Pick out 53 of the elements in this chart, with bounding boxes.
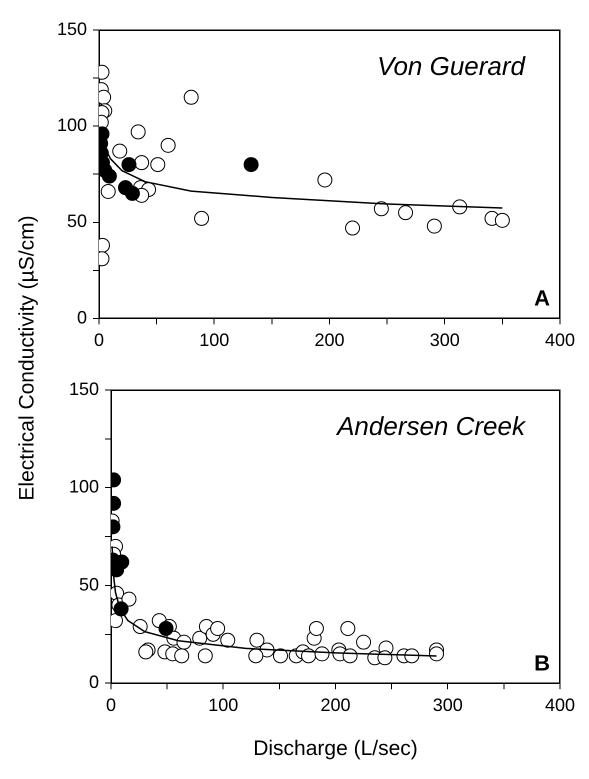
point xyxy=(494,212,510,228)
point xyxy=(248,648,264,664)
point xyxy=(198,648,213,664)
point xyxy=(112,144,128,159)
point xyxy=(345,220,360,236)
y-tick-label: 50 xyxy=(66,211,87,232)
point xyxy=(174,648,190,664)
y-tick-label: 0 xyxy=(76,307,87,328)
y-tick-label: 150 xyxy=(56,18,87,39)
x-tick-label: 400 xyxy=(544,694,576,715)
x-tick-label: 100 xyxy=(199,330,230,350)
y-tick-label: 100 xyxy=(56,115,87,136)
text: Andersen Creek xyxy=(335,411,527,442)
x-tick-label: 200 xyxy=(314,330,345,350)
point xyxy=(308,620,324,636)
x-tick-label: 300 xyxy=(430,330,460,350)
point xyxy=(220,632,236,648)
point xyxy=(356,634,372,650)
point xyxy=(102,168,117,184)
point xyxy=(210,620,226,636)
point xyxy=(429,646,444,662)
text: Von Guerard xyxy=(377,51,527,82)
y-tick-label: 50 xyxy=(78,574,99,594)
point xyxy=(150,157,166,172)
point xyxy=(398,205,414,220)
y-axis-title: Electrical Conductivity (µS/cm) xyxy=(16,215,40,501)
point xyxy=(272,648,288,664)
point xyxy=(374,201,389,216)
x-tick-label: 0 xyxy=(106,694,116,715)
point xyxy=(100,184,116,200)
x-tick-label: 300 xyxy=(432,694,463,715)
x-tick-label: 400 xyxy=(544,330,576,350)
point xyxy=(244,157,259,172)
y-tick-label: 100 xyxy=(68,476,99,497)
point xyxy=(121,157,136,172)
point xyxy=(160,138,176,153)
y-tick-label: 150 xyxy=(68,378,99,399)
point xyxy=(121,592,136,607)
x-tick-label: 200 xyxy=(320,694,351,715)
point xyxy=(124,186,140,201)
point xyxy=(340,620,356,636)
point xyxy=(184,90,199,105)
annotation: A xyxy=(534,285,550,310)
point xyxy=(134,155,150,170)
annotation: B xyxy=(534,650,550,676)
point xyxy=(194,210,210,226)
point xyxy=(426,218,442,234)
x-axis-title: Discharge (L/sec) xyxy=(253,737,418,760)
y-tick-label: 0 xyxy=(88,672,99,692)
x-tick-label: 100 xyxy=(208,694,238,715)
point xyxy=(317,172,332,188)
point xyxy=(249,632,264,648)
point xyxy=(130,124,146,140)
